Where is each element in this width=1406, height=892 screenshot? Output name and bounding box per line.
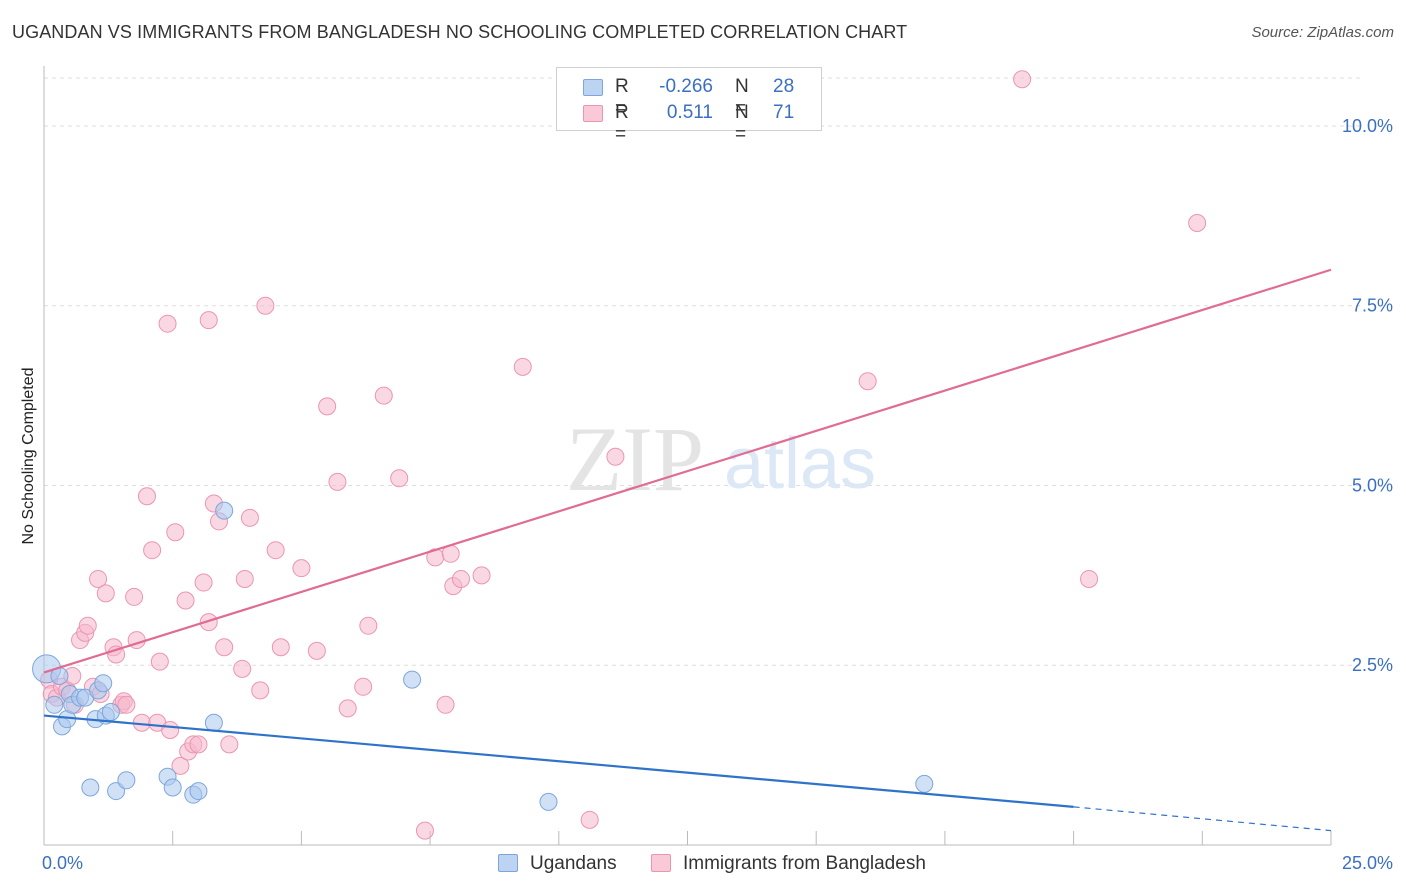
point-ugandans [204, 713, 223, 732]
point-bangladesh [233, 659, 252, 678]
r-value: 0.511 [666, 102, 713, 123]
point-bangladesh [96, 584, 115, 603]
point-bangladesh [858, 372, 877, 391]
watermark: ZIP atlas [566, 408, 876, 510]
point-ugandans [117, 771, 136, 790]
trend-line-ugandans-extension [1073, 806, 1332, 832]
point-bangladesh [390, 469, 409, 488]
legend-label-ugandans: Ugandans [530, 853, 617, 874]
point-bangladesh [292, 559, 311, 578]
trend-line-ugandans [43, 714, 1074, 808]
source-label: Source: ZipAtlas.com [1251, 24, 1394, 41]
point-bangladesh [1013, 70, 1032, 89]
point-bangladesh [117, 695, 136, 714]
y-tick-label: 5.0% [1352, 475, 1393, 495]
point-bangladesh [1080, 569, 1099, 588]
point-bangladesh [472, 566, 491, 585]
point-bangladesh [161, 720, 180, 739]
point-bangladesh [256, 296, 275, 315]
point-bangladesh [251, 681, 270, 700]
point-ugandans [163, 778, 182, 797]
swatch-blue [583, 79, 603, 96]
x-tick-label: 0.0% [42, 853, 83, 873]
point-ugandans [403, 670, 422, 689]
n-value: 28 [773, 76, 795, 97]
point-bangladesh [235, 569, 254, 588]
point-bangladesh [166, 523, 185, 542]
point-bangladesh [415, 821, 434, 840]
point-ugandans [101, 702, 120, 721]
legend-swatch-blue [498, 854, 518, 872]
stats-legend: R = -0.266 N = 28 R = 0.511 N = 71 [556, 67, 822, 145]
point-bangladesh [220, 735, 239, 754]
point-bangladesh [215, 638, 234, 657]
point-bangladesh [328, 472, 347, 491]
watermark-zip: ZIP [566, 408, 704, 510]
r-value: -0.266 [659, 76, 713, 97]
point-bangladesh [307, 641, 326, 660]
point-bangladesh [199, 311, 218, 330]
point-bangladesh [171, 756, 190, 775]
point-bangladesh [513, 357, 532, 376]
scatter-points [32, 70, 1207, 840]
trend-line-bangladesh [43, 268, 1332, 674]
watermark-atlas: atlas [724, 424, 876, 504]
point-bangladesh [199, 613, 218, 632]
point-bangladesh [451, 569, 470, 588]
point-bangladesh [189, 735, 208, 754]
point-bangladesh [374, 386, 393, 405]
point-bangladesh [89, 569, 108, 588]
point-bangladesh [125, 587, 144, 606]
point-ugandans [915, 774, 934, 793]
n-value: 71 [773, 102, 795, 123]
point-bangladesh [338, 699, 357, 718]
point-bangladesh [271, 638, 290, 657]
legend-label-bangladesh: Immigrants from Bangladesh [683, 853, 926, 874]
axes [43, 66, 1332, 846]
point-bangladesh [1188, 214, 1207, 233]
point-bangladesh [137, 487, 156, 506]
y-tick-label: 10.0% [1342, 116, 1393, 136]
legend-item-bangladesh[interactable]: Immigrants from Bangladesh [651, 852, 951, 876]
point-bangladesh [176, 591, 195, 610]
point-ugandans [81, 778, 100, 797]
point-bangladesh [240, 508, 259, 527]
point-bangladesh [359, 616, 378, 635]
point-bangladesh [150, 652, 169, 671]
point-bangladesh [194, 573, 213, 592]
r-label: R = [615, 102, 629, 145]
y-tick-label: 7.5% [1352, 296, 1393, 316]
point-ugandans [94, 674, 113, 693]
point-bangladesh [78, 616, 97, 635]
point-ugandans [45, 695, 64, 714]
point-bangladesh [318, 397, 337, 416]
tick-labels: 2.5% 5.0% 7.5% 10.0% 0.0% 25.0% [42, 116, 1393, 873]
r-label: R = [615, 76, 629, 119]
point-ugandans [189, 782, 208, 801]
point-bangladesh [606, 447, 625, 466]
point-bangladesh [158, 314, 177, 333]
y-tick-label: 2.5% [1352, 655, 1393, 675]
point-bangladesh [354, 677, 373, 696]
swatch-pink [583, 105, 603, 122]
legend-item-ugandans[interactable]: Ugandans [498, 852, 628, 876]
point-bangladesh [266, 541, 285, 560]
legend-swatch-pink [651, 854, 671, 872]
point-ugandans [539, 792, 558, 811]
point-ugandans [215, 501, 234, 520]
trend-lines [43, 268, 1332, 832]
point-bangladesh [436, 695, 455, 714]
n-label: N = [735, 102, 749, 145]
n-label: N = [735, 76, 749, 119]
chart-title: UGANDAN VS IMMIGRANTS FROM BANGLADESH NO… [12, 22, 908, 42]
point-bangladesh [580, 810, 599, 829]
point-bangladesh [143, 541, 162, 560]
x-tick-label: 25.0% [1342, 853, 1393, 873]
